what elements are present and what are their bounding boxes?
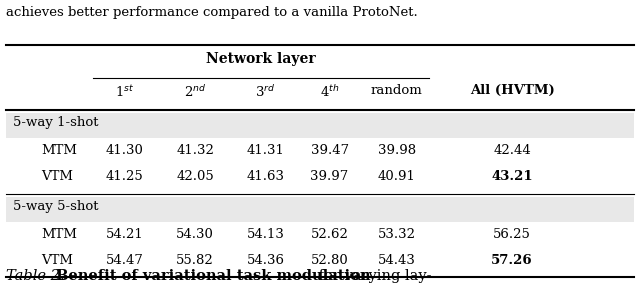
Text: 39.47: 39.47 — [310, 144, 349, 157]
Text: 52.80: 52.80 — [311, 254, 348, 267]
Text: 54.43: 54.43 — [378, 254, 416, 267]
Text: 41.25: 41.25 — [106, 170, 143, 183]
Text: 41.63: 41.63 — [246, 170, 285, 183]
Text: 5-way 1-shot: 5-way 1-shot — [13, 116, 99, 129]
Text: 2$^{nd}$: 2$^{nd}$ — [184, 84, 206, 100]
Text: 54.47: 54.47 — [106, 254, 144, 267]
Text: Table 2.: Table 2. — [6, 269, 65, 283]
Text: 54.30: 54.30 — [176, 228, 214, 241]
Text: 40.91: 40.91 — [378, 170, 416, 183]
Text: 55.82: 55.82 — [177, 254, 214, 267]
Text: 41.30: 41.30 — [106, 144, 144, 157]
Bar — [6, 113, 634, 138]
Bar — [6, 197, 634, 222]
Text: 54.13: 54.13 — [246, 228, 285, 241]
Text: achieves better performance compared to a vanilla ProtoNet.: achieves better performance compared to … — [6, 6, 418, 19]
Text: 4$^{th}$: 4$^{th}$ — [320, 84, 339, 100]
Text: Network layer: Network layer — [206, 52, 316, 66]
Text: MTM: MTM — [42, 144, 77, 157]
Text: 1$^{st}$: 1$^{st}$ — [115, 84, 134, 100]
Text: 39.97: 39.97 — [310, 170, 349, 183]
Text: 52.62: 52.62 — [310, 228, 349, 241]
Text: 42.44: 42.44 — [493, 144, 531, 157]
Text: 42.05: 42.05 — [177, 170, 214, 183]
Text: 3$^{rd}$: 3$^{rd}$ — [255, 84, 276, 100]
Text: random: random — [371, 84, 422, 97]
Text: 53.32: 53.32 — [378, 228, 416, 241]
Text: All (HVTM): All (HVTM) — [470, 84, 554, 97]
Text: 54.21: 54.21 — [106, 228, 143, 241]
Text: VTM: VTM — [42, 170, 74, 183]
Text: Benefit of variational task modulation: Benefit of variational task modulation — [51, 269, 371, 283]
Text: for varying lay-: for varying lay- — [314, 269, 431, 283]
Text: 39.98: 39.98 — [378, 144, 416, 157]
Text: MTM: MTM — [42, 228, 77, 241]
Text: 43.21: 43.21 — [491, 170, 533, 183]
Text: 41.31: 41.31 — [246, 144, 285, 157]
Text: 5-way 5-shot: 5-way 5-shot — [13, 200, 99, 213]
Text: VTM: VTM — [42, 254, 74, 267]
Text: 57.26: 57.26 — [491, 254, 533, 267]
Text: 41.32: 41.32 — [176, 144, 214, 157]
Text: 56.25: 56.25 — [493, 228, 531, 241]
Text: 54.36: 54.36 — [246, 254, 285, 267]
